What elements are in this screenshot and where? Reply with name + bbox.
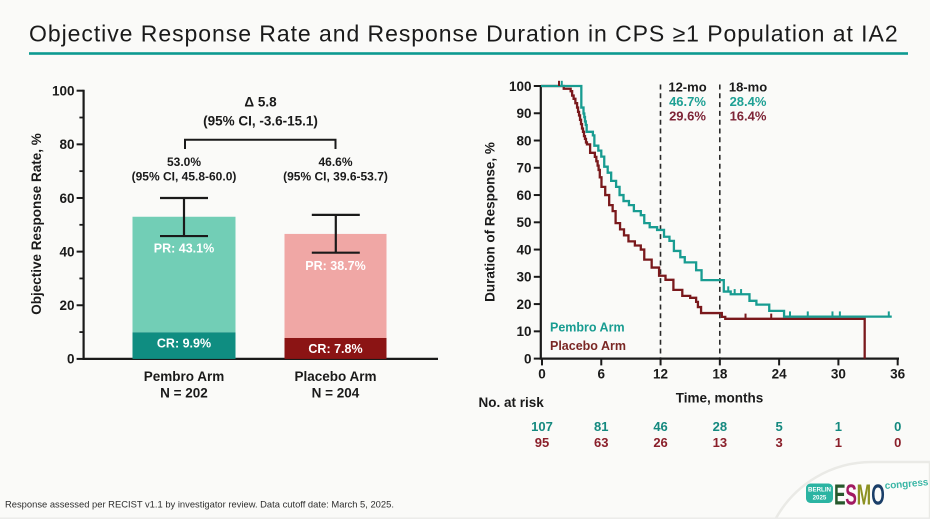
svg-text:0: 0 [538,367,546,382]
svg-text:30: 30 [516,270,531,285]
svg-text:40: 40 [516,242,531,257]
svg-text:congress: congress [884,477,929,492]
svg-text:Response assessed per RECIST v: Response assessed per RECIST v1.1 by inv… [5,499,394,510]
svg-text:30: 30 [831,367,846,382]
svg-text:N = 204: N = 204 [312,386,360,401]
svg-text:28: 28 [713,419,727,434]
svg-text:(95% CI, -3.6-15.1): (95% CI, -3.6-15.1) [203,114,318,129]
svg-text:O: O [871,479,885,512]
svg-text:5: 5 [776,419,783,434]
svg-text:95: 95 [535,435,549,450]
svg-text:100: 100 [509,79,532,94]
svg-text:1: 1 [835,435,842,450]
svg-text:26: 26 [653,435,667,450]
svg-text:46.6%: 46.6% [318,155,352,169]
svg-text:Pembro Arm: Pembro Arm [550,321,625,335]
svg-text:3: 3 [776,435,783,450]
svg-text:29.6%: 29.6% [669,109,706,124]
svg-text:Objective Response Rate and Re: Objective Response Rate and Response Dur… [29,21,899,47]
svg-text:Pembro Arm: Pembro Arm [144,369,225,384]
svg-text:M: M [857,479,871,512]
svg-text:0: 0 [894,419,901,434]
svg-text:100: 100 [52,84,75,99]
svg-text:60: 60 [59,191,74,206]
svg-text:80: 80 [59,137,74,152]
svg-text:PR: 38.7%: PR: 38.7% [305,259,365,273]
svg-text:Time, months: Time, months [676,391,764,406]
svg-text:S: S [845,479,857,512]
svg-text:Placebo Arm: Placebo Arm [550,339,626,353]
svg-text:(95% CI, 39.6-53.7): (95% CI, 39.6-53.7) [283,170,388,184]
svg-text:0: 0 [894,435,901,450]
svg-text:40: 40 [59,244,74,259]
svg-text:12-mo: 12-mo [668,80,706,95]
svg-text:36: 36 [890,367,906,382]
svg-text:Objective Response Rate, %: Objective Response Rate, % [29,133,44,315]
svg-text:20: 20 [516,297,531,312]
svg-text:46.7%: 46.7% [669,94,706,109]
svg-text:16.4%: 16.4% [730,109,767,124]
svg-text:N = 202: N = 202 [160,386,208,401]
svg-text:BERLIN: BERLIN [808,487,832,494]
svg-text:90: 90 [516,106,531,121]
svg-text:13: 13 [713,435,727,450]
svg-text:2025: 2025 [813,495,827,502]
svg-text:60: 60 [516,188,531,203]
svg-text:CR: 9.9%: CR: 9.9% [157,337,211,351]
svg-text:53.0%: 53.0% [167,155,201,169]
svg-text:PR: 43.1%: PR: 43.1% [154,242,214,256]
svg-text:50: 50 [516,215,531,230]
svg-text:107: 107 [531,419,553,434]
svg-text:63: 63 [594,435,608,450]
svg-text:46: 46 [653,419,667,434]
svg-text:18: 18 [712,367,728,382]
svg-text:20: 20 [59,298,74,313]
svg-text:(95% CI, 45.8-60.0): (95% CI, 45.8-60.0) [132,170,237,184]
svg-text:10: 10 [516,324,531,339]
svg-text:70: 70 [516,161,531,176]
svg-text:80: 80 [516,133,531,148]
svg-text:24: 24 [772,367,788,382]
svg-text:Δ 5.8: Δ 5.8 [244,95,277,110]
svg-text:28.4%: 28.4% [730,94,767,109]
svg-text:81: 81 [594,419,608,434]
svg-text:18-mo: 18-mo [729,80,767,95]
svg-text:Placebo Arm: Placebo Arm [294,369,376,384]
svg-text:12: 12 [653,367,668,382]
svg-text:Duration of Response, %: Duration of Response, % [483,142,498,302]
svg-text:0: 0 [524,351,532,366]
svg-text:E: E [834,479,846,512]
svg-text:1: 1 [835,419,842,434]
svg-text:6: 6 [598,367,606,382]
svg-text:CR: 7.8%: CR: 7.8% [308,342,362,356]
svg-text:No. at risk: No. at risk [479,395,545,410]
svg-text:0: 0 [67,352,75,367]
